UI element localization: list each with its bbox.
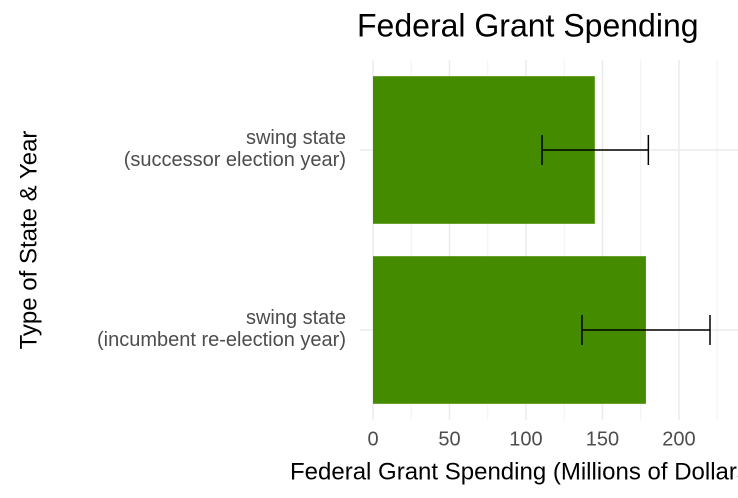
y-axis-title: Type of State & Year bbox=[15, 131, 42, 350]
x-tick-label: 0 bbox=[367, 428, 378, 450]
x-tick-label: 200 bbox=[662, 428, 695, 450]
x-tick-label: 100 bbox=[509, 428, 542, 450]
chart-title: Federal Grant Spending bbox=[357, 7, 699, 43]
x-tick-label: 150 bbox=[586, 428, 619, 450]
x-axis-title: Federal Grant Spending (Millions of Doll… bbox=[290, 458, 738, 485]
error-bar bbox=[541, 135, 650, 165]
error-bar bbox=[581, 315, 711, 345]
y-tick-label: swing state (successor election year) bbox=[124, 127, 346, 171]
y-tick-label: swing state (incumbent re-election year) bbox=[97, 307, 346, 351]
x-tick-label: 50 bbox=[438, 428, 460, 450]
